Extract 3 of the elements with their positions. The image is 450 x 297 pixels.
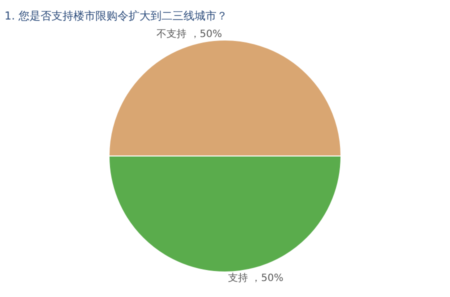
slice-label: 不支持 ，50% xyxy=(156,28,222,40)
chart-title: 1. 您是否支持楼市限购令扩大到二三线城市？ xyxy=(4,10,228,23)
slice-label: 支持 ，50% xyxy=(228,272,284,284)
